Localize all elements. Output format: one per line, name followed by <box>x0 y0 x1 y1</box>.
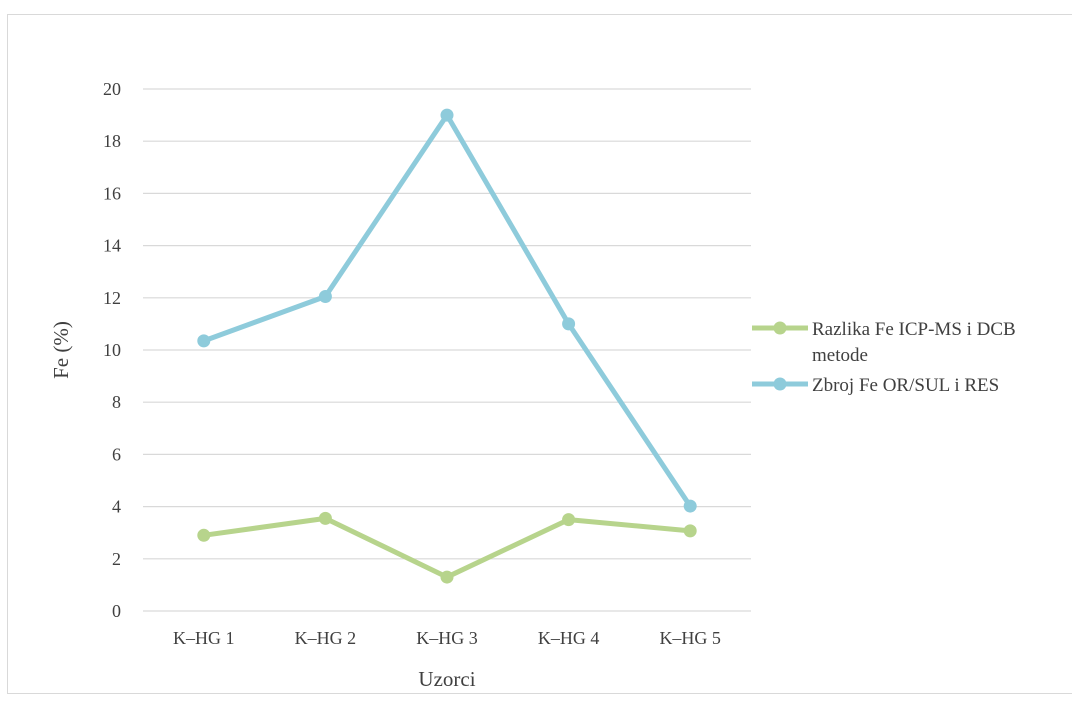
legend-swatch-marker <box>773 321 787 335</box>
y-tick-label: 16 <box>103 183 121 203</box>
data-point <box>197 528 211 542</box>
data-point <box>562 317 576 331</box>
x-tick-label: K–HG 2 <box>295 628 357 648</box>
legend-swatch-marker <box>773 377 787 391</box>
y-axis-tick-labels: 0 2 4 6 8 10 12 14 16 18 20 <box>103 79 121 621</box>
series-layer <box>197 108 697 584</box>
data-point <box>197 334 211 348</box>
x-tick-label: K–HG 1 <box>173 628 235 648</box>
y-axis-title: Fe (%) <box>49 321 73 379</box>
y-tick-label: 14 <box>103 236 121 256</box>
series-line <box>201 515 693 580</box>
data-point <box>683 499 697 513</box>
y-tick-label: 10 <box>103 340 121 360</box>
legend-label: Razlika Fe ICP-MS i DCB <box>812 319 1016 340</box>
x-tick-label: K–HG 5 <box>659 628 721 648</box>
data-point <box>440 108 454 122</box>
legend-label: metode <box>812 345 868 366</box>
y-tick-label: 8 <box>112 392 121 412</box>
x-axis-title: Uzorci <box>418 667 475 691</box>
legend-item: Razlika Fe ICP-MS i DCB metode <box>752 319 1016 366</box>
chart-frame <box>7 14 1072 694</box>
gridlines <box>143 88 751 612</box>
data-point <box>683 524 697 538</box>
legend-label: Zbroj Fe OR/SUL i RES <box>812 375 999 396</box>
data-point <box>318 289 332 303</box>
data-point <box>562 513 576 527</box>
data-point <box>318 511 332 525</box>
series-line <box>201 112 693 509</box>
legend: Razlika Fe ICP-MS i DCB metode Zbroj Fe OR… <box>752 319 1016 396</box>
data-point <box>440 570 454 584</box>
y-tick-label: 2 <box>112 549 121 569</box>
y-tick-label: 4 <box>112 497 121 517</box>
y-tick-label: 12 <box>103 288 121 308</box>
x-axis-tick-labels: K–HG 1 K–HG 2 K–HG 3 K–HG 4 K–HG 5 <box>173 628 721 648</box>
series-2 <box>197 108 697 513</box>
x-tick-label: K–HG 4 <box>538 628 600 648</box>
y-tick-label: 18 <box>103 131 121 151</box>
x-tick-label: K–HG 3 <box>416 628 478 648</box>
y-tick-label: 20 <box>103 79 121 99</box>
y-tick-label: 6 <box>112 444 121 464</box>
y-tick-label: 0 <box>112 601 121 621</box>
legend-item: Zbroj Fe OR/SUL i RES <box>752 375 999 396</box>
series-1 <box>197 511 697 584</box>
